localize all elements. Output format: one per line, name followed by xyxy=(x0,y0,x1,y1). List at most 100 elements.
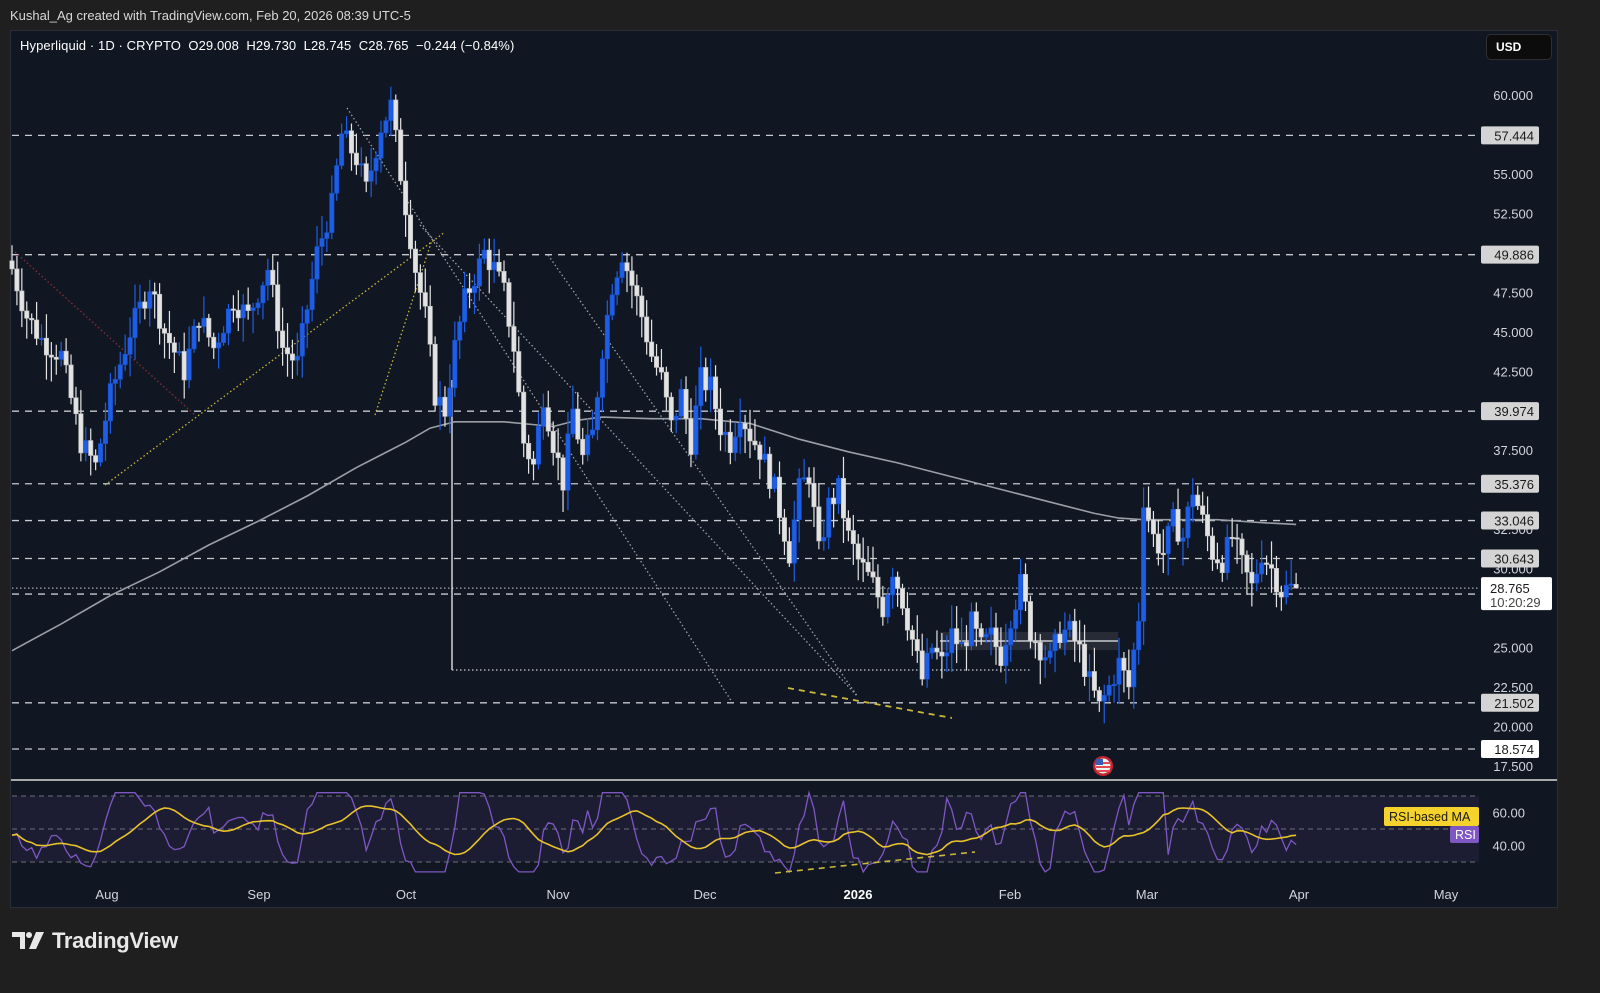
candle-body xyxy=(860,558,866,563)
candle-body xyxy=(983,634,989,638)
price-tick-label: 37.500 xyxy=(1493,443,1533,458)
currency-button[interactable]: USD xyxy=(1486,34,1552,60)
chart-panel[interactable] xyxy=(10,30,1558,908)
candle-body xyxy=(363,163,369,182)
candle-body xyxy=(511,326,517,352)
candle-body xyxy=(1072,620,1078,642)
candle-body xyxy=(304,309,310,324)
candle-body xyxy=(83,440,89,454)
candle-body xyxy=(329,192,335,233)
price-tick-label: 52.500 xyxy=(1493,206,1533,221)
time-tick-label: Sep xyxy=(247,887,270,902)
candle-body xyxy=(1190,494,1196,508)
candle-body xyxy=(594,397,600,431)
candle-body xyxy=(939,651,945,657)
candle-body xyxy=(777,476,783,518)
candle-body xyxy=(890,576,896,596)
candle-body xyxy=(663,371,669,398)
us-flag-event-icon[interactable] xyxy=(1093,756,1113,776)
candle-body xyxy=(954,628,960,645)
candle-body xyxy=(909,629,915,640)
candle-body xyxy=(1150,519,1156,535)
candle-body xyxy=(403,180,409,216)
candle-body xyxy=(1273,567,1279,593)
price-axis[interactable]: 60.000 55.000 52.500 47.500 45.000 42.500 37.5… xyxy=(1481,88,1552,774)
candle-body xyxy=(545,407,551,432)
price-tick-label: 47.500 xyxy=(1493,285,1533,300)
candle-body xyxy=(683,388,689,420)
rsi-ma-line xyxy=(11,805,1297,856)
candle-body xyxy=(870,571,876,578)
candle-body xyxy=(102,420,108,444)
price-level-badge xyxy=(1481,549,1539,568)
candle-body xyxy=(1160,552,1166,556)
candle-body xyxy=(1170,508,1176,527)
price-tick-label: 45.000 xyxy=(1493,325,1533,340)
candle-body xyxy=(270,269,276,286)
candle-body xyxy=(639,295,645,318)
candle-body xyxy=(904,608,910,631)
candle-body xyxy=(1106,684,1112,696)
time-axis[interactable]: Aug Sep Oct Nov Dec 2026 Feb Mar Apr May xyxy=(95,887,1458,902)
candle-body xyxy=(831,497,837,505)
candle-body xyxy=(437,396,443,406)
countdown-label: 10:20:29 xyxy=(1490,595,1541,610)
time-tick-label: May xyxy=(1434,887,1459,902)
candle-body xyxy=(14,268,20,292)
candle-body xyxy=(619,262,625,278)
candle-body xyxy=(678,388,684,417)
candle-body xyxy=(457,321,463,341)
candle-body xyxy=(1254,573,1260,584)
candle-body xyxy=(107,383,113,422)
candle-body xyxy=(285,347,291,355)
candle-body xyxy=(895,576,901,589)
time-tick-label: Dec xyxy=(693,887,717,902)
candle-body xyxy=(649,341,655,357)
candle-body xyxy=(565,433,571,491)
candle-body xyxy=(1042,657,1048,661)
candle-body xyxy=(1101,694,1107,702)
candle-body xyxy=(968,611,974,647)
candle-body xyxy=(722,431,728,436)
candle-body xyxy=(260,285,266,304)
candle-body xyxy=(1200,505,1206,515)
rsi-badge xyxy=(1450,826,1479,843)
price-tick-label: 25.000 xyxy=(1493,641,1533,656)
time-tick-label: Nov xyxy=(546,887,570,902)
candle-body xyxy=(358,163,364,166)
candle-body xyxy=(9,260,15,270)
candle-body xyxy=(1126,670,1132,688)
candle-body xyxy=(442,396,448,417)
candle-body xyxy=(245,304,251,311)
candle-body xyxy=(265,269,271,286)
candle-body xyxy=(963,642,969,647)
symbol-legend: Hyperliquid · 1D · CRYPTO O29.008 H29.73… xyxy=(20,38,515,53)
candle-body xyxy=(334,165,340,194)
candle-body xyxy=(1027,601,1033,642)
candle-body xyxy=(412,248,418,273)
candle-body xyxy=(826,497,832,538)
grey-descending-trendline-2 xyxy=(419,224,859,698)
candle-body xyxy=(467,288,473,293)
candle-body xyxy=(142,301,148,309)
candle-body xyxy=(786,541,792,564)
candle-body xyxy=(757,444,763,460)
candle-body xyxy=(471,285,477,293)
candle-body xyxy=(1037,641,1043,661)
candle-body xyxy=(43,337,49,356)
candle-body xyxy=(604,314,610,360)
candle-body xyxy=(1082,643,1088,677)
candle-body xyxy=(599,358,605,398)
candle-body xyxy=(152,291,158,295)
candle-body xyxy=(1013,609,1019,629)
price-level-label: 33.046 xyxy=(1494,514,1534,529)
candle-body xyxy=(978,628,984,638)
candle-body xyxy=(289,353,295,361)
rsi-divergence-line xyxy=(774,851,976,874)
candle-body xyxy=(506,282,512,327)
candle-body xyxy=(1003,644,1009,666)
candle-body xyxy=(78,413,84,454)
price-level-badge xyxy=(1481,693,1539,712)
candle-body xyxy=(919,650,925,680)
